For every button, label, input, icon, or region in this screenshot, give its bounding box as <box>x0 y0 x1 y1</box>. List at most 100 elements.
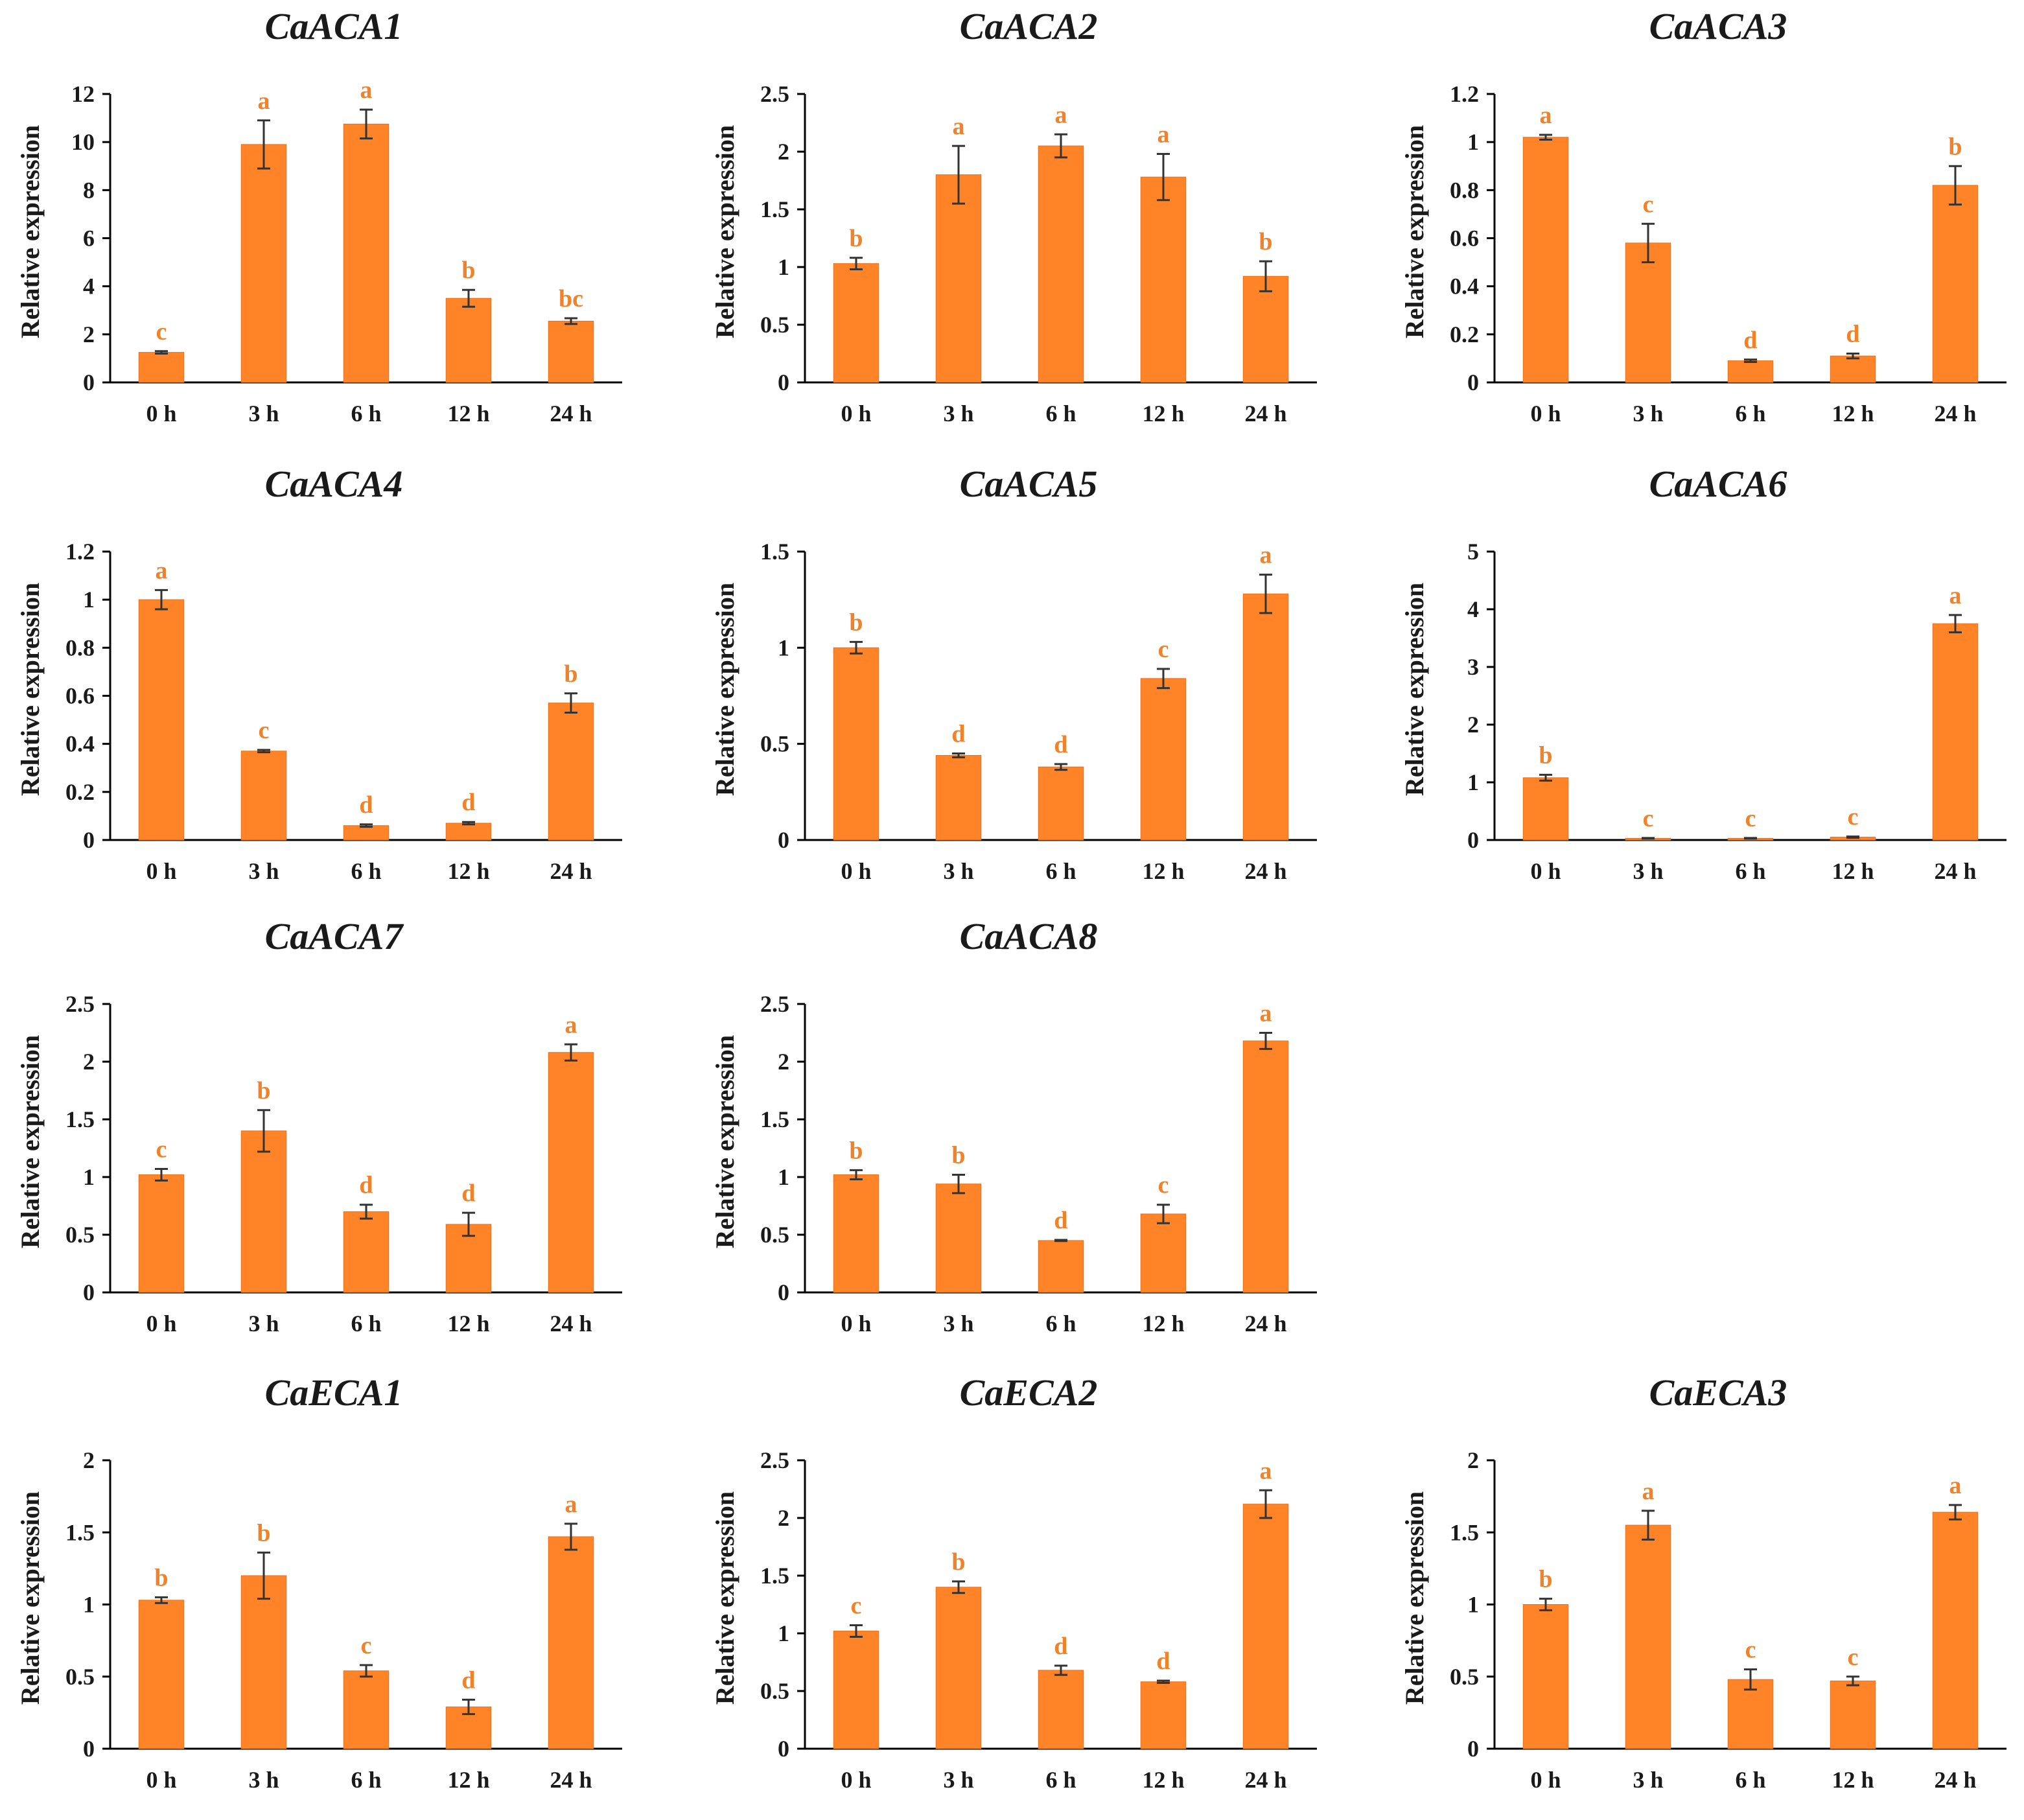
significance-label: a <box>1642 1478 1655 1505</box>
error-bar <box>155 1596 168 1604</box>
x-tick-label: 24 h <box>1244 401 1286 426</box>
bar-3h <box>935 174 982 383</box>
y-tick-label: 0.5 <box>760 731 789 757</box>
x-tick-label: 12 h <box>1832 401 1874 426</box>
error-bar <box>462 821 475 826</box>
error-bar <box>850 1624 863 1638</box>
x-tick-label: 3 h <box>248 401 279 426</box>
bar-3h <box>935 754 982 841</box>
x-tick-label: 24 h <box>550 1767 592 1793</box>
significance-label: a <box>565 1011 577 1038</box>
y-tick-label: 1.2 <box>65 539 95 565</box>
significance-label: d <box>1743 327 1757 354</box>
error-bar <box>1259 574 1272 614</box>
significance-label: c <box>361 1632 372 1659</box>
chart-panel-caaca3: CaACA3 Relative expression 0 0.2 0.4 0.6 0.8 1 1… <box>1384 0 2024 454</box>
error-bar <box>155 1168 168 1182</box>
y-tick-label: 1 <box>83 1164 95 1190</box>
chart-svg: CaACA5 Relative expression 0 0.5 1 1.5 b 0 h d 3 … <box>710 463 1317 884</box>
bar-0h <box>833 263 879 383</box>
error-bar <box>564 1522 577 1551</box>
error-bar <box>952 1173 965 1195</box>
y-tick-label: 1.5 <box>65 1106 95 1132</box>
y-tick-label: 1.2 <box>1450 81 1479 107</box>
x-tick-label: 12 h <box>447 1311 489 1336</box>
bar-12h <box>445 822 492 841</box>
chart-title: CaECA1 <box>265 1371 403 1414</box>
chart-title: CaACA2 <box>960 5 1098 47</box>
y-tick-label: 0.4 <box>65 731 95 757</box>
chart-panel-caaca7: CaACA7 Relative expression 0 0.5 1 1.5 2 2.5 c 0 … <box>0 910 675 1364</box>
significance-label: a <box>258 88 270 115</box>
error-bar <box>462 1211 475 1237</box>
x-tick-label: 0 h <box>841 1767 871 1793</box>
y-tick-label: 2.5 <box>760 81 789 107</box>
error-bar <box>1157 1679 1170 1685</box>
bar-3h <box>935 1184 982 1293</box>
significance-label: c <box>1745 1637 1756 1664</box>
error-bar <box>850 1169 863 1181</box>
error-bar <box>850 640 863 655</box>
y-tick-label: 0.2 <box>65 779 95 805</box>
y-tick-label: 2 <box>778 139 789 165</box>
bar-0h <box>138 1174 185 1293</box>
bar-6h <box>343 1211 390 1293</box>
x-tick-label: 12 h <box>447 1767 489 1793</box>
bar-0h <box>1522 777 1569 841</box>
y-tick-label: 0 <box>1467 369 1479 395</box>
y-tick-label: 2.5 <box>760 1447 789 1473</box>
significance-label: a <box>1157 121 1170 148</box>
y-tick-label: 0.8 <box>1450 177 1479 203</box>
significance-label: a <box>360 76 373 104</box>
error-bar <box>1949 165 1962 206</box>
y-tick-label: 4 <box>83 274 95 299</box>
bar-3h <box>1625 1524 1671 1749</box>
y-tick-label: 0 <box>83 827 95 853</box>
chart-svg: CaACA4 Relative expression 0 0.2 0.4 0.6 0.8 1 1… <box>16 463 622 884</box>
significance-label: b <box>154 1564 168 1591</box>
error-bar <box>952 145 965 205</box>
error-bar <box>564 692 577 714</box>
y-tick-label: 0.6 <box>65 683 95 709</box>
significance-label: c <box>156 318 167 345</box>
error-bar <box>1949 1504 1962 1521</box>
x-tick-label: 0 h <box>146 401 176 426</box>
error-bar <box>1259 260 1272 292</box>
error-bar <box>462 288 475 308</box>
y-tick-label: 1 <box>1467 1592 1479 1618</box>
significance-label: a <box>1260 1457 1272 1484</box>
y-tick-label: 0 <box>778 827 789 853</box>
x-tick-label: 24 h <box>1934 858 1976 884</box>
significance-label: d <box>1054 731 1067 758</box>
x-tick-label: 3 h <box>943 858 973 884</box>
chart-panel-caeca3: CaECA3 Relative expression 0 0.5 1 1.5 2 b 0 h a 3… <box>1384 1366 2024 1820</box>
y-tick-label: 0.5 <box>760 1678 789 1704</box>
error-bar <box>1054 1239 1067 1242</box>
significance-label: c <box>851 1592 862 1620</box>
x-tick-label: 24 h <box>1934 1767 1976 1793</box>
bar-0h <box>833 647 879 841</box>
x-tick-label: 3 h <box>943 1767 973 1793</box>
significance-label: d <box>461 789 475 816</box>
significance-label: a <box>1260 542 1272 569</box>
y-tick-label: 1 <box>83 1592 95 1618</box>
significance-label: c <box>1643 191 1654 218</box>
error-bar <box>1054 763 1067 771</box>
error-bar <box>564 317 577 325</box>
error-bar <box>1642 837 1655 840</box>
y-tick-label: 0.5 <box>65 1664 95 1690</box>
x-tick-label: 6 h <box>351 858 381 884</box>
error-bar <box>155 350 168 355</box>
x-tick-label: 0 h <box>146 1767 176 1793</box>
error-bar <box>952 752 965 758</box>
y-tick-label: 10 <box>71 129 95 155</box>
y-tick-label: 0.5 <box>1450 1664 1479 1690</box>
chart-svg: CaACA8 Relative expression 0 0.5 1 1.5 2 2.5 b 0 … <box>710 915 1317 1336</box>
bar-24h <box>548 1536 594 1749</box>
bar-24h <box>548 1052 594 1293</box>
x-tick-label: 0 h <box>146 1311 176 1336</box>
chart-svg: CaACA2 Relative expression 0 0.5 1 1.5 2 2.5 b 0 … <box>710 5 1317 426</box>
y-tick-label: 0.5 <box>760 312 789 338</box>
chart-panel-caeca1: CaECA1 Relative expression 0 0.5 1 1.5 2 b 0 h b 3… <box>0 1366 675 1820</box>
x-tick-label: 6 h <box>1045 1767 1076 1793</box>
